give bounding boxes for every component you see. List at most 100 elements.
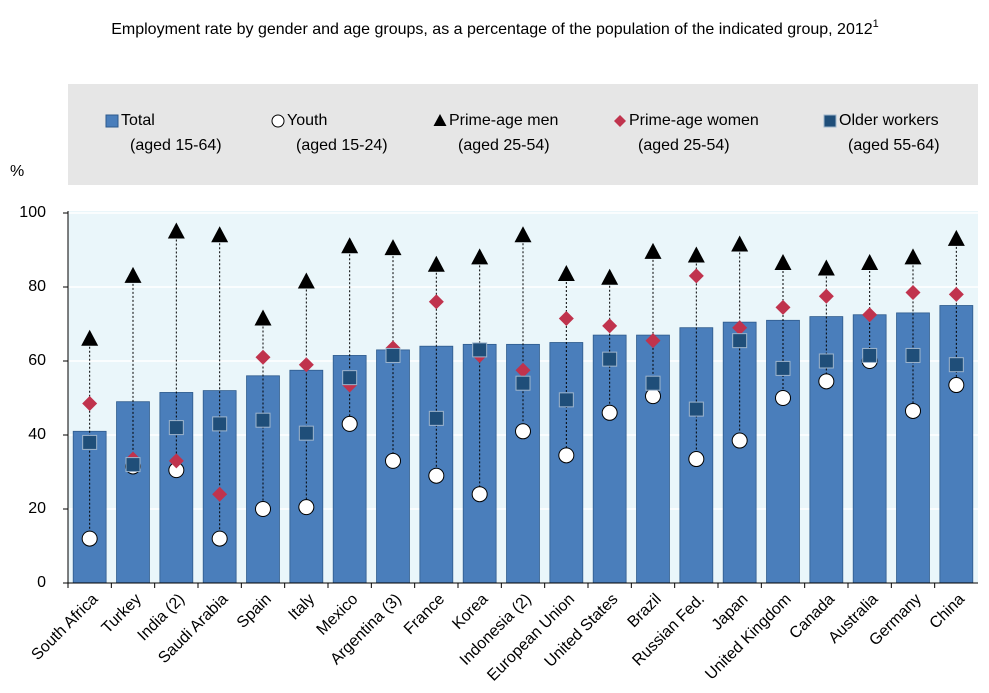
legend-age: (aged 15-64) [130,137,222,154]
men-marker [774,253,792,270]
men-marker [297,272,315,289]
men-marker [687,246,705,263]
women-marker [688,268,704,284]
youth-marker [515,423,531,440]
chart-title: Employment rate by gender and age groups… [111,18,879,38]
older-marker [775,360,791,376]
legend-swatch [433,114,447,126]
older-marker [298,425,314,441]
legend-swatch [271,114,285,128]
x-tick-label: South Africa [28,591,101,664]
men-marker [427,255,445,272]
older-marker [385,347,401,363]
y-tick-label: 40 [28,426,46,443]
men-marker [514,226,532,243]
title-note: 1 [873,18,879,30]
older-marker [688,401,704,417]
women-marker [732,320,748,336]
women-marker [515,362,531,378]
women-marker [428,294,444,310]
legend-box [68,84,978,185]
y-tick-label: 0 [37,574,46,591]
youth-marker [298,499,315,516]
men-marker [861,253,879,270]
bar [592,334,627,584]
youth-marker [428,467,445,484]
youth-marker [471,486,488,503]
y-tick-label: 60 [28,352,46,369]
older-marker [905,347,921,363]
women-marker [168,453,184,469]
youth-marker [385,452,401,469]
men-marker [81,329,99,346]
older-marker [428,410,444,426]
legend-label: Prime-age women [629,112,759,129]
older-marker [732,333,748,349]
y-tick-label: 80 [28,278,46,295]
youth-marker [818,373,835,390]
legend-swatch [614,115,626,127]
title-text: Employment rate by gender and age groups… [111,21,873,38]
women-marker [818,288,834,304]
legend-age: (aged 15-24) [296,137,388,154]
women-marker [298,357,314,373]
men-marker [644,242,662,259]
older-marker [472,342,488,358]
older-marker [645,375,661,391]
men-marker [384,239,402,256]
youth-marker [731,432,748,449]
youth-marker [775,390,791,406]
legend-swatch [105,114,119,128]
youth-marker [645,388,661,405]
youth-marker [948,377,965,394]
older-marker [602,351,618,367]
bar [852,314,887,584]
youth-marker [341,415,358,432]
legend-age: (aged 25-54) [638,137,730,154]
women-marker [255,349,271,365]
y-tick-label: 100 [19,204,46,221]
x-tick-label: China [927,591,969,633]
older-marker [948,357,964,373]
legend-age: (aged 55-64) [848,137,940,154]
women-marker [948,286,964,302]
legend-swatch [823,114,837,128]
men-marker [947,229,965,246]
men-marker [731,235,749,252]
men-marker [167,222,185,239]
men-marker [124,266,142,283]
men-marker [817,259,835,276]
x-tick-label: Brazil [624,591,664,631]
men-marker [557,265,575,282]
legend-label: Total [121,112,155,129]
older-marker [818,353,834,369]
men-marker [254,309,272,326]
youth-marker [558,447,575,464]
youth-marker [255,501,271,517]
women-marker [775,299,791,315]
youth-marker [905,402,921,419]
women-marker [558,310,574,326]
legend-label: Prime-age men [449,112,558,129]
women-marker [212,486,228,502]
older-marker [255,412,271,428]
legend-label: Older workers [839,112,939,129]
men-marker [341,237,359,254]
legend-age: (aged 25-54) [458,137,550,154]
legend-label: Youth [287,112,327,129]
youth-marker [81,530,98,547]
older-marker [125,457,141,473]
women-marker [602,318,618,334]
x-tick-label: France [401,591,448,638]
men-marker [471,248,489,265]
older-marker [82,434,98,450]
women-marker [645,333,661,349]
y-axis-label: % [10,163,24,180]
youth-marker [688,451,705,468]
youth-marker [211,530,228,547]
women-marker [82,396,98,412]
older-marker [212,416,228,432]
y-tick-label: 20 [28,500,46,517]
youth-marker [601,404,618,421]
